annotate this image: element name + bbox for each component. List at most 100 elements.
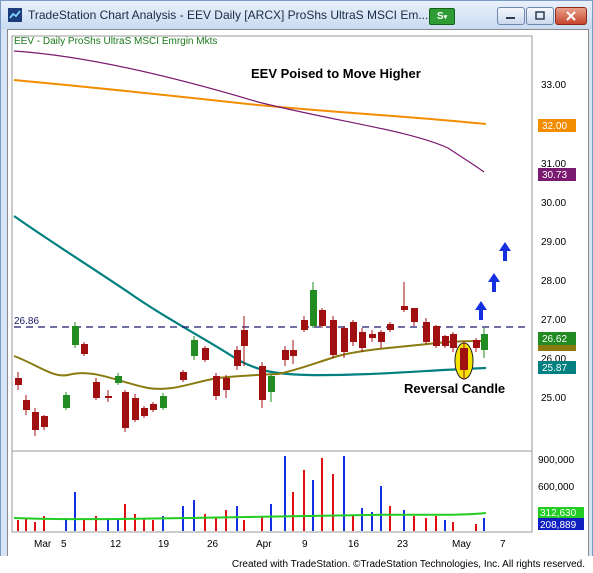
volume-bar [261, 516, 263, 531]
candle-body [63, 395, 70, 408]
candle-body [433, 326, 440, 346]
volume-bar [124, 504, 126, 531]
volume-bar [134, 514, 136, 531]
candle-body [301, 320, 308, 330]
ma-slow-badge-text: 32.00 [542, 121, 567, 132]
volume-average-badge [538, 507, 584, 518]
ma-50-badge [538, 361, 576, 374]
candle-body [115, 376, 122, 383]
volume-bar [361, 508, 363, 531]
ma-slow-badge [538, 119, 576, 132]
candle-body [411, 308, 418, 322]
price-tick: 30.00 [541, 198, 566, 209]
ma-mid-badge [538, 168, 576, 181]
x-axis-label: 9 [302, 539, 308, 550]
volume-bar [444, 520, 446, 531]
x-axis-label: 5 [61, 539, 67, 550]
volume-bar [34, 522, 36, 531]
candle-body [268, 376, 275, 392]
candle-body [234, 350, 241, 366]
volume-average-line [13, 512, 487, 521]
x-axis-label: Apr [256, 539, 272, 550]
candle-body [473, 340, 480, 348]
symbol-label: EEV - Daily ProShs UltraS MSCI Emrgin Mk… [14, 36, 217, 47]
volume-bar [95, 516, 97, 531]
chart-svg: EEV - Daily ProShs UltraS MSCI Emrgin Mk… [11, 35, 584, 550]
volume-bar [83, 520, 85, 531]
volume-bar [17, 520, 19, 531]
candle-body [290, 350, 297, 356]
candle-body [378, 332, 385, 342]
close-button[interactable] [555, 7, 587, 25]
window-title: TradeStation Chart Analysis - EEV Daily … [28, 8, 429, 22]
candle-body [369, 334, 376, 338]
dropdown-arrow-icon: ▾ [443, 14, 448, 21]
volume-tick: 900,000 [538, 455, 575, 466]
candle-body [93, 382, 100, 398]
candle-body [180, 372, 187, 380]
volume-bar [25, 518, 27, 531]
price-tick: 27.00 [541, 315, 566, 326]
candle-body [282, 350, 289, 360]
x-axis-label: May [452, 539, 471, 550]
volume-bar [284, 456, 286, 531]
volume-bar [303, 470, 305, 531]
chart-area[interactable]: EEV - Daily ProShs UltraS MSCI Emrgin Mk… [7, 29, 589, 557]
x-axis-label: 12 [110, 539, 122, 550]
volume-bar [425, 518, 427, 531]
restore-button[interactable] [526, 7, 554, 25]
minimize-button[interactable] [497, 7, 525, 25]
ma-50-badge-text: 25.87 [542, 363, 567, 374]
volume-bar [475, 524, 477, 531]
candle-body [132, 398, 139, 420]
volume-bar [65, 518, 67, 531]
candle-body [481, 334, 488, 350]
candle-body [359, 332, 366, 348]
candle-body [15, 378, 22, 385]
candle-body [191, 340, 198, 356]
x-axis-label: 23 [397, 539, 409, 550]
volume-bar [215, 518, 217, 531]
volume-bar [204, 514, 206, 531]
candle-body [350, 322, 357, 342]
volume-bar [74, 492, 76, 531]
strategy-s-button[interactable]: S▾ [429, 8, 455, 25]
arrow-up-icon [475, 242, 511, 320]
candle-body [105, 396, 112, 398]
chart-window: TradeStation Chart Analysis - EEV Daily … [0, 0, 593, 557]
x-axis-label: 19 [158, 539, 170, 550]
price-tick: 33.00 [541, 80, 566, 91]
footer: Created with TradeStation. ©TradeStation… [0, 556, 593, 573]
price-tick: 26.00 [541, 354, 566, 365]
candle-body [319, 310, 326, 326]
title-bar[interactable]: TradeStation Chart Analysis - EEV Daily … [1, 1, 592, 29]
minimize-icon [506, 17, 515, 19]
volume-bar [43, 516, 45, 531]
reference-line-label: 26.86 [14, 316, 39, 327]
price-tick: 25.00 [541, 393, 566, 404]
volume-bar [152, 520, 154, 531]
candle-body [442, 336, 449, 346]
volume-bar [193, 500, 195, 531]
volume-bar [403, 510, 405, 531]
candle-body [41, 416, 48, 427]
footer-text: Created with TradeStation. ©TradeStation… [231, 559, 585, 570]
candle-body [213, 376, 220, 396]
ma-mid-line [13, 50, 485, 173]
volume-bar [236, 506, 238, 531]
candle-body [330, 320, 337, 355]
ma-fast-badge [538, 345, 576, 351]
x-axis-label: Mar [34, 539, 52, 550]
volume-bar [343, 456, 345, 531]
last-price-badge [538, 332, 576, 345]
candle-body [341, 328, 348, 352]
candle-body [81, 344, 88, 354]
candle-body [401, 306, 408, 310]
x-axis-label: 16 [348, 539, 360, 550]
volume-bar [452, 522, 454, 531]
ma-slow-line [13, 79, 487, 125]
volume-bar [225, 510, 227, 531]
volume-bar [332, 474, 334, 531]
x-axis-label: 26 [207, 539, 219, 550]
ma-mid-badge-text: 30.73 [542, 170, 567, 181]
